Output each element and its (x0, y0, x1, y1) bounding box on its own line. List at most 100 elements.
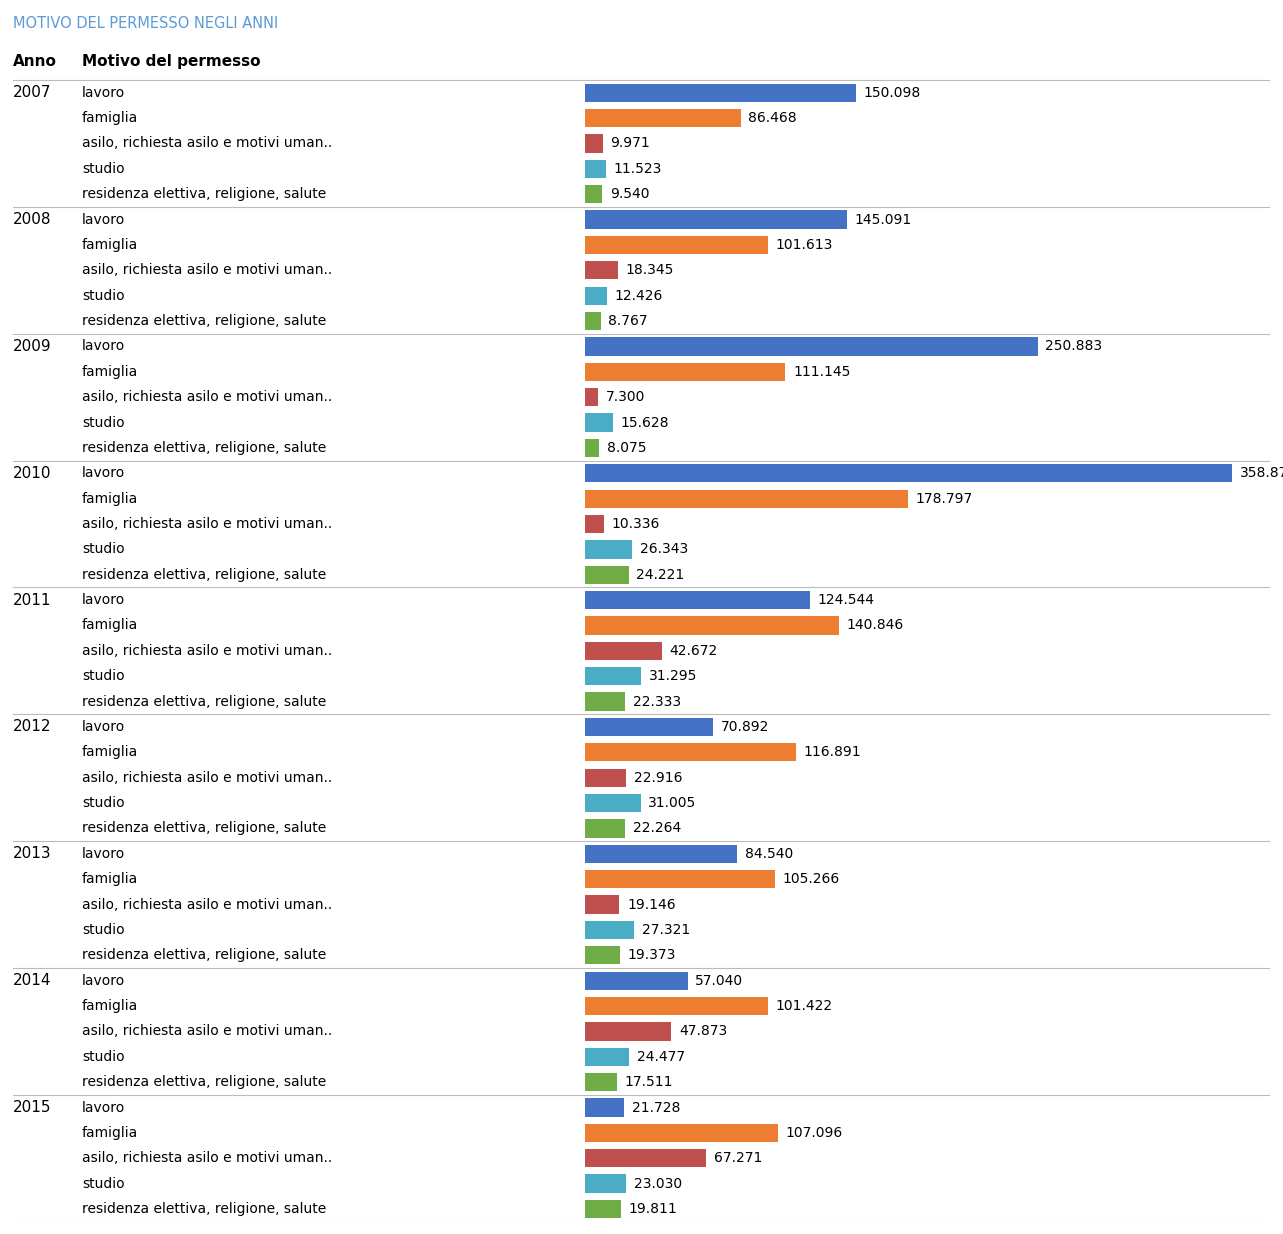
Bar (585, 1124, 779, 1141)
Text: famiglia: famiglia (82, 491, 139, 506)
Text: 19.373: 19.373 (627, 948, 676, 963)
Text: 19.146: 19.146 (627, 897, 676, 912)
Text: asilo, richiesta asilo e motivi uman..: asilo, richiesta asilo e motivi uman.. (82, 897, 332, 912)
Bar (585, 109, 742, 127)
Text: studio: studio (82, 1176, 124, 1191)
Text: 150.098: 150.098 (863, 85, 920, 100)
Bar (585, 159, 606, 178)
Text: asilo, richiesta asilo e motivi uman..: asilo, richiesta asilo e motivi uman.. (82, 263, 332, 278)
Text: asilo, richiesta asilo e motivi uman..: asilo, richiesta asilo e motivi uman.. (82, 1151, 332, 1165)
Text: studio: studio (82, 416, 124, 429)
Text: studio: studio (82, 289, 124, 302)
Text: asilo, richiesta asilo e motivi uman..: asilo, richiesta asilo e motivi uman.. (82, 137, 332, 151)
Text: 2007: 2007 (13, 85, 51, 100)
Bar (585, 692, 625, 711)
Text: lavoro: lavoro (82, 1101, 126, 1114)
Text: residenza elettiva, religione, salute: residenza elettiva, religione, salute (82, 188, 326, 201)
Text: residenza elettiva, religione, salute: residenza elettiva, religione, salute (82, 441, 326, 455)
Text: residenza elettiva, religione, salute: residenza elettiva, religione, salute (82, 1075, 326, 1090)
Bar (585, 262, 618, 279)
Text: 22.333: 22.333 (633, 695, 681, 708)
Text: 23.030: 23.030 (634, 1176, 683, 1191)
Text: 24.477: 24.477 (636, 1050, 685, 1064)
Text: 2015: 2015 (13, 1099, 51, 1116)
Bar (585, 337, 1038, 355)
Text: asilo, richiesta asilo e motivi uman..: asilo, richiesta asilo e motivi uman.. (82, 517, 332, 531)
Text: lavoro: lavoro (82, 466, 126, 480)
Text: famiglia: famiglia (82, 1000, 139, 1013)
Bar (585, 591, 810, 610)
Bar (585, 1149, 707, 1167)
Text: residenza elettiva, religione, salute: residenza elettiva, religione, salute (82, 315, 326, 328)
Bar (585, 387, 598, 406)
Text: residenza elettiva, religione, salute: residenza elettiva, religione, salute (82, 948, 326, 963)
Text: 31.005: 31.005 (648, 796, 697, 810)
Text: 107.096: 107.096 (785, 1125, 843, 1140)
Bar (585, 565, 629, 584)
Text: 57.040: 57.040 (695, 974, 744, 987)
Bar (585, 135, 603, 153)
Text: 140.846: 140.846 (847, 618, 903, 633)
Text: famiglia: famiglia (82, 1125, 139, 1140)
Bar (585, 211, 847, 228)
Bar (585, 997, 769, 1016)
Text: 19.811: 19.811 (629, 1202, 677, 1215)
Text: lavoro: lavoro (82, 974, 126, 987)
Text: 8.075: 8.075 (607, 441, 647, 455)
Text: 111.145: 111.145 (793, 365, 851, 379)
Text: lavoro: lavoro (82, 85, 126, 100)
Text: famiglia: famiglia (82, 365, 139, 379)
Text: lavoro: lavoro (82, 212, 126, 227)
Bar (585, 642, 662, 660)
Text: residenza elettiva, religione, salute: residenza elettiva, religione, salute (82, 1202, 326, 1215)
Text: 250.883: 250.883 (1046, 339, 1102, 353)
Text: residenza elettiva, religione, salute: residenza elettiva, religione, salute (82, 568, 326, 581)
Text: 9.540: 9.540 (609, 188, 649, 201)
Text: 31.295: 31.295 (649, 669, 697, 684)
Bar (585, 1074, 617, 1091)
Text: 67.271: 67.271 (713, 1151, 762, 1165)
Text: 70.892: 70.892 (720, 719, 769, 734)
Text: lavoro: lavoro (82, 594, 126, 607)
Bar (585, 84, 856, 102)
Text: 101.422: 101.422 (775, 1000, 833, 1013)
Text: 18.345: 18.345 (626, 263, 674, 278)
Bar (585, 1048, 629, 1066)
Bar (585, 743, 795, 761)
Text: studio: studio (82, 669, 124, 684)
Text: 2008: 2008 (13, 212, 51, 227)
Text: asilo, richiesta asilo e motivi uman..: asilo, richiesta asilo e motivi uman.. (82, 771, 332, 785)
Text: 145.091: 145.091 (854, 212, 911, 227)
Text: residenza elettiva, religione, salute: residenza elettiva, religione, salute (82, 822, 326, 835)
Text: 42.672: 42.672 (670, 644, 717, 658)
Text: residenza elettiva, religione, salute: residenza elettiva, religione, salute (82, 695, 326, 708)
Text: 84.540: 84.540 (745, 847, 793, 861)
Text: famiglia: famiglia (82, 872, 139, 886)
Bar (585, 870, 775, 888)
Text: 7.300: 7.300 (606, 390, 645, 405)
Bar (585, 718, 713, 737)
Text: studio: studio (82, 1050, 124, 1064)
Bar (585, 185, 602, 204)
Text: 105.266: 105.266 (783, 872, 839, 886)
Bar (585, 312, 600, 331)
Text: 24.221: 24.221 (636, 568, 684, 581)
Bar (585, 464, 1233, 482)
Bar (585, 236, 769, 254)
Text: 47.873: 47.873 (679, 1024, 727, 1038)
Text: 101.613: 101.613 (776, 238, 833, 252)
Text: lavoro: lavoro (82, 339, 126, 353)
Text: MOTIVO DEL PERMESSO NEGLI ANNI: MOTIVO DEL PERMESSO NEGLI ANNI (13, 16, 278, 31)
Text: 8.767: 8.767 (608, 315, 648, 328)
Text: Motivo del permesso: Motivo del permesso (82, 54, 260, 69)
Text: 21.728: 21.728 (631, 1101, 680, 1114)
Text: 17.511: 17.511 (624, 1075, 672, 1090)
Bar (585, 921, 634, 939)
Bar (585, 793, 642, 812)
Bar (585, 896, 620, 913)
Text: lavoro: lavoro (82, 847, 126, 861)
Bar (585, 1199, 621, 1218)
Bar (585, 845, 738, 863)
Text: Anno: Anno (13, 54, 56, 69)
Bar (585, 540, 633, 559)
